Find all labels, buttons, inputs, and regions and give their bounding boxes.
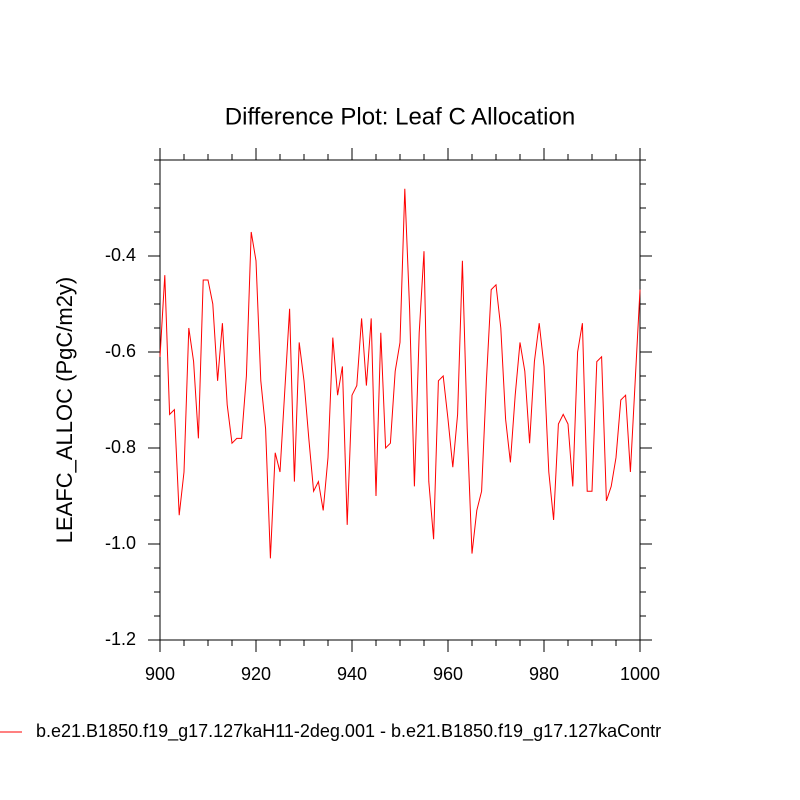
chart-title: Difference Plot: Leaf C Allocation: [225, 103, 575, 130]
y-tick-label: -1.2: [105, 629, 136, 649]
x-tick-label: 1000: [620, 664, 660, 684]
x-tick-label: 940: [337, 664, 367, 684]
y-tick-label: -0.6: [105, 341, 136, 361]
legend-label: b.e21.B1850.f19_g17.127kaH11-2deg.001 - …: [36, 721, 661, 742]
y-tick-label: -0.8: [105, 437, 136, 457]
x-tick-label: 960: [433, 664, 463, 684]
x-tick-label: 920: [241, 664, 271, 684]
y-axis-label: LEAFC_ALLOC (PgC/m2y): [52, 277, 77, 544]
x-tick-label: 980: [529, 664, 559, 684]
x-tick-label: 900: [145, 664, 175, 684]
y-tick-label: -1.0: [105, 533, 136, 553]
plot-frame: [159, 159, 641, 641]
y-tick-label: -0.4: [105, 245, 136, 265]
data-line: [159, 188, 641, 559]
